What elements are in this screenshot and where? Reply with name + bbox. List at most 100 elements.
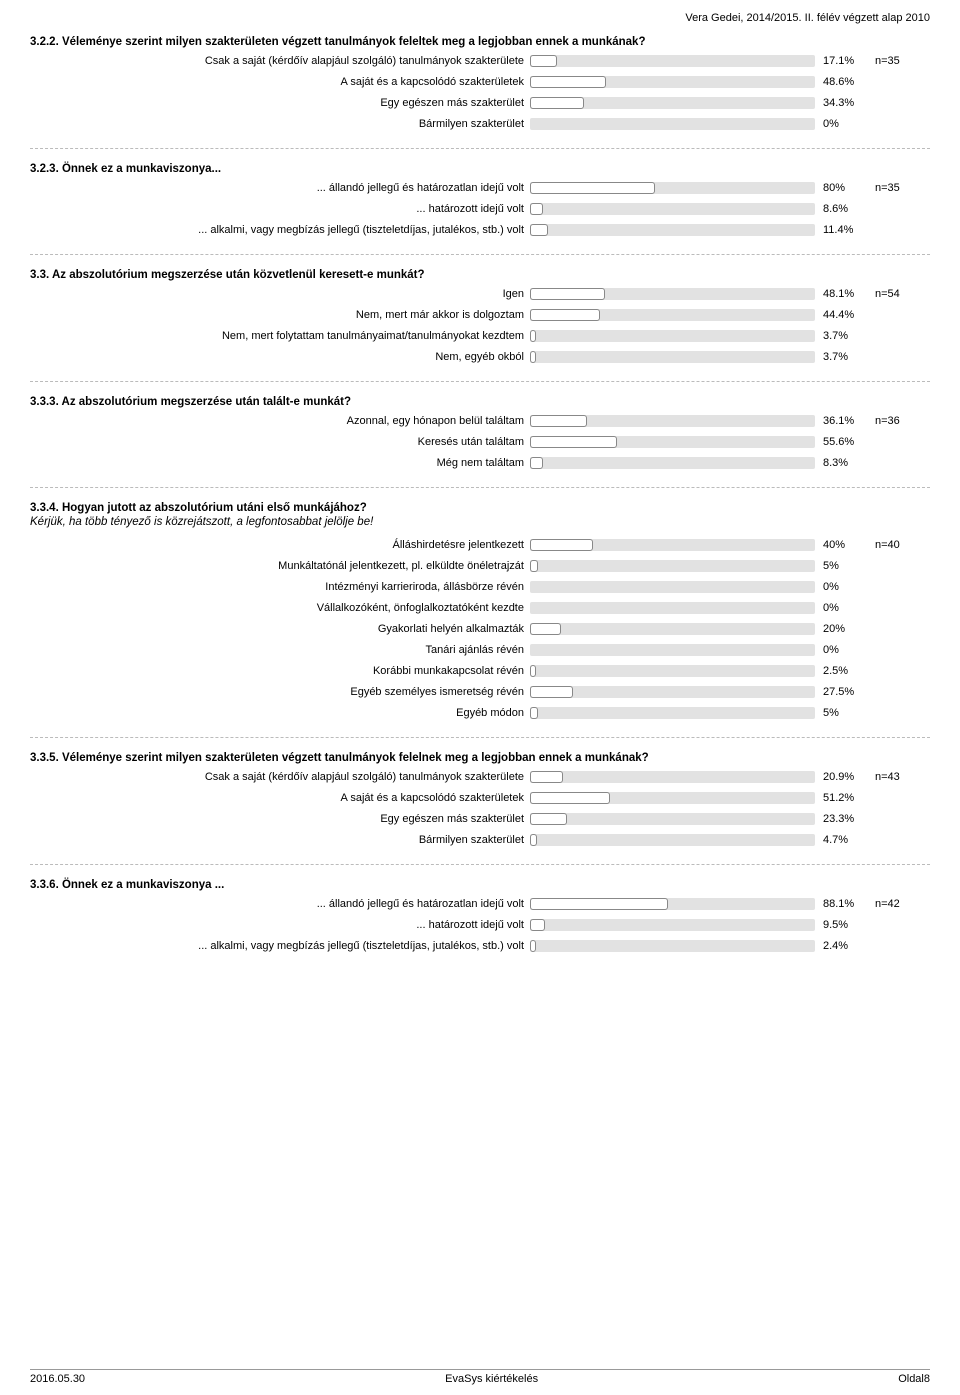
bar-chart-cell <box>530 834 815 846</box>
answer-label: Intézményi karrieriroda, állásbörze révé… <box>30 581 530 593</box>
bar-fill <box>530 707 538 719</box>
bar-track <box>530 351 815 363</box>
bar-chart-cell <box>530 792 815 804</box>
bar-fill <box>530 665 536 677</box>
answer-label: Bármilyen szakterület <box>30 118 530 130</box>
bar-chart-cell <box>530 55 815 67</box>
bar-track <box>530 560 815 572</box>
answer-label: Egyéb módon <box>30 707 530 719</box>
answer-row: Azonnal, egy hónapon belül találtam 36.1%… <box>30 410 930 431</box>
bar-chart-cell <box>530 602 815 614</box>
answer-row: Egy egészen más szakterület34.3% <box>30 92 930 113</box>
percent-value: 23.3% <box>815 813 865 825</box>
percent-value: 55.6% <box>815 436 865 448</box>
answer-label: Még nem találtam <box>30 457 530 469</box>
bar-chart-cell <box>530 940 815 952</box>
bar-fill <box>530 436 617 448</box>
bar-fill <box>530 919 545 931</box>
bar-fill <box>530 76 606 88</box>
n-value: n=42 <box>865 898 923 910</box>
n-value: n=43 <box>865 771 923 783</box>
question-title: 3.2.2. Véleménye szerint milyen szakterü… <box>30 36 930 48</box>
answer-label: Igen <box>30 288 530 300</box>
question-subtitle: Kérjük, ha több tényező is közrejátszott… <box>30 516 930 528</box>
bar-chart-cell <box>530 224 815 236</box>
bar-fill <box>530 539 593 551</box>
answer-row: A saját és a kapcsolódó szakterületek51.… <box>30 787 930 808</box>
bar-chart-cell <box>530 182 815 194</box>
bar-track <box>530 224 815 236</box>
bar-fill <box>530 288 605 300</box>
bar-chart-cell <box>530 771 815 783</box>
bar-fill <box>530 560 538 572</box>
question-title: 3.3.6. Önnek ez a munkaviszonya ... <box>30 879 930 891</box>
percent-value: 9.5% <box>815 919 865 931</box>
percent-value: 0% <box>815 581 865 593</box>
percent-value: 8.6% <box>815 203 865 215</box>
question-title: 3.3.4. Hogyan jutott az abszolutórium ut… <box>30 502 930 514</box>
answer-row: Nem, mert folytattam tanulmányaimat/tanu… <box>30 325 930 346</box>
question-title: 3.2.3. Önnek ez a munkaviszonya... <box>30 163 930 175</box>
bar-fill <box>530 813 567 825</box>
answer-label: Csak a saját (kérdőív alapjául szolgáló)… <box>30 771 530 783</box>
answer-label: ... alkalmi, vagy megbízás jellegű (tisz… <box>30 940 530 952</box>
percent-value: 0% <box>815 644 865 656</box>
answer-row: Bármilyen szakterület4.7% <box>30 829 930 850</box>
answer-row: Munkáltatónál jelentkezett, pl. elküldte… <box>30 555 930 576</box>
answer-label: Nem, mert már akkor is dolgoztam <box>30 309 530 321</box>
percent-value: 3.7% <box>815 351 865 363</box>
percent-value: 5% <box>815 707 865 719</box>
bar-track <box>530 665 815 677</box>
percent-value: 36.1% <box>815 415 865 427</box>
answer-row: Igen 48.1%n=54 <box>30 283 930 304</box>
bar-fill <box>530 771 563 783</box>
n-value: n=36 <box>865 415 923 427</box>
answer-label: ... alkalmi, vagy megbízás jellegű (tisz… <box>30 224 530 236</box>
answer-label: ... határozott idejű volt <box>30 203 530 215</box>
answer-row: ... határozott idejű volt9.5% <box>30 914 930 935</box>
bar-chart-cell <box>530 203 815 215</box>
percent-value: 48.1% <box>815 288 865 300</box>
bar-chart-cell <box>530 707 815 719</box>
n-value: n=40 <box>865 539 923 551</box>
bar-track <box>530 707 815 719</box>
bar-chart-cell <box>530 76 815 88</box>
answer-label: ... állandó jellegű és határozatlan idej… <box>30 898 530 910</box>
bar-chart-cell <box>530 581 815 593</box>
bar-chart-cell <box>530 288 815 300</box>
bar-fill <box>530 97 584 109</box>
answer-label: Gyakorlati helyén alkalmazták <box>30 623 530 635</box>
answer-row: Csak a saját (kérdőív alapjául szolgáló)… <box>30 50 930 71</box>
answer-label: Nem, egyéb okból <box>30 351 530 363</box>
bar-chart-cell <box>530 457 815 469</box>
answer-label: A saját és a kapcsolódó szakterületek <box>30 76 530 88</box>
answer-row: Még nem találtam8.3% <box>30 452 930 473</box>
bar-fill <box>530 203 543 215</box>
bar-fill <box>530 623 561 635</box>
section-divider <box>30 381 930 382</box>
answer-label: Keresés után találtam <box>30 436 530 448</box>
bar-chart-cell <box>530 898 815 910</box>
percent-value: 88.1% <box>815 898 865 910</box>
bar-chart-cell <box>530 813 815 825</box>
answer-row: Vállalkozóként, önfoglalkoztatóként kezd… <box>30 597 930 618</box>
percent-value: 44.4% <box>815 309 865 321</box>
bar-fill <box>530 182 655 194</box>
answer-row: Csak a saját (kérdőív alapjául szolgáló)… <box>30 766 930 787</box>
question-block: 3.3.5. Véleménye szerint milyen szakterü… <box>30 752 930 850</box>
percent-value: 2.4% <box>815 940 865 952</box>
answer-row: ... határozott idejű volt 8.6% <box>30 198 930 219</box>
answer-row: Álláshirdetésre jelentkezett40%n=40 <box>30 534 930 555</box>
bar-track <box>530 813 815 825</box>
page-footer: 2016.05.30 EvaSys kiértékelés Oldal8 <box>30 1369 930 1385</box>
n-value: n=54 <box>865 288 923 300</box>
percent-value: 20.9% <box>815 771 865 783</box>
answer-label: Egy egészen más szakterület <box>30 813 530 825</box>
answer-label: Korábbi munkakapcsolat révén <box>30 665 530 677</box>
bar-chart-cell <box>530 330 815 342</box>
n-value: n=35 <box>865 182 923 194</box>
answer-label: Azonnal, egy hónapon belül találtam <box>30 415 530 427</box>
answer-row: Nem, egyéb okból 3.7% <box>30 346 930 367</box>
bar-chart-cell <box>530 118 815 130</box>
bar-fill <box>530 351 536 363</box>
